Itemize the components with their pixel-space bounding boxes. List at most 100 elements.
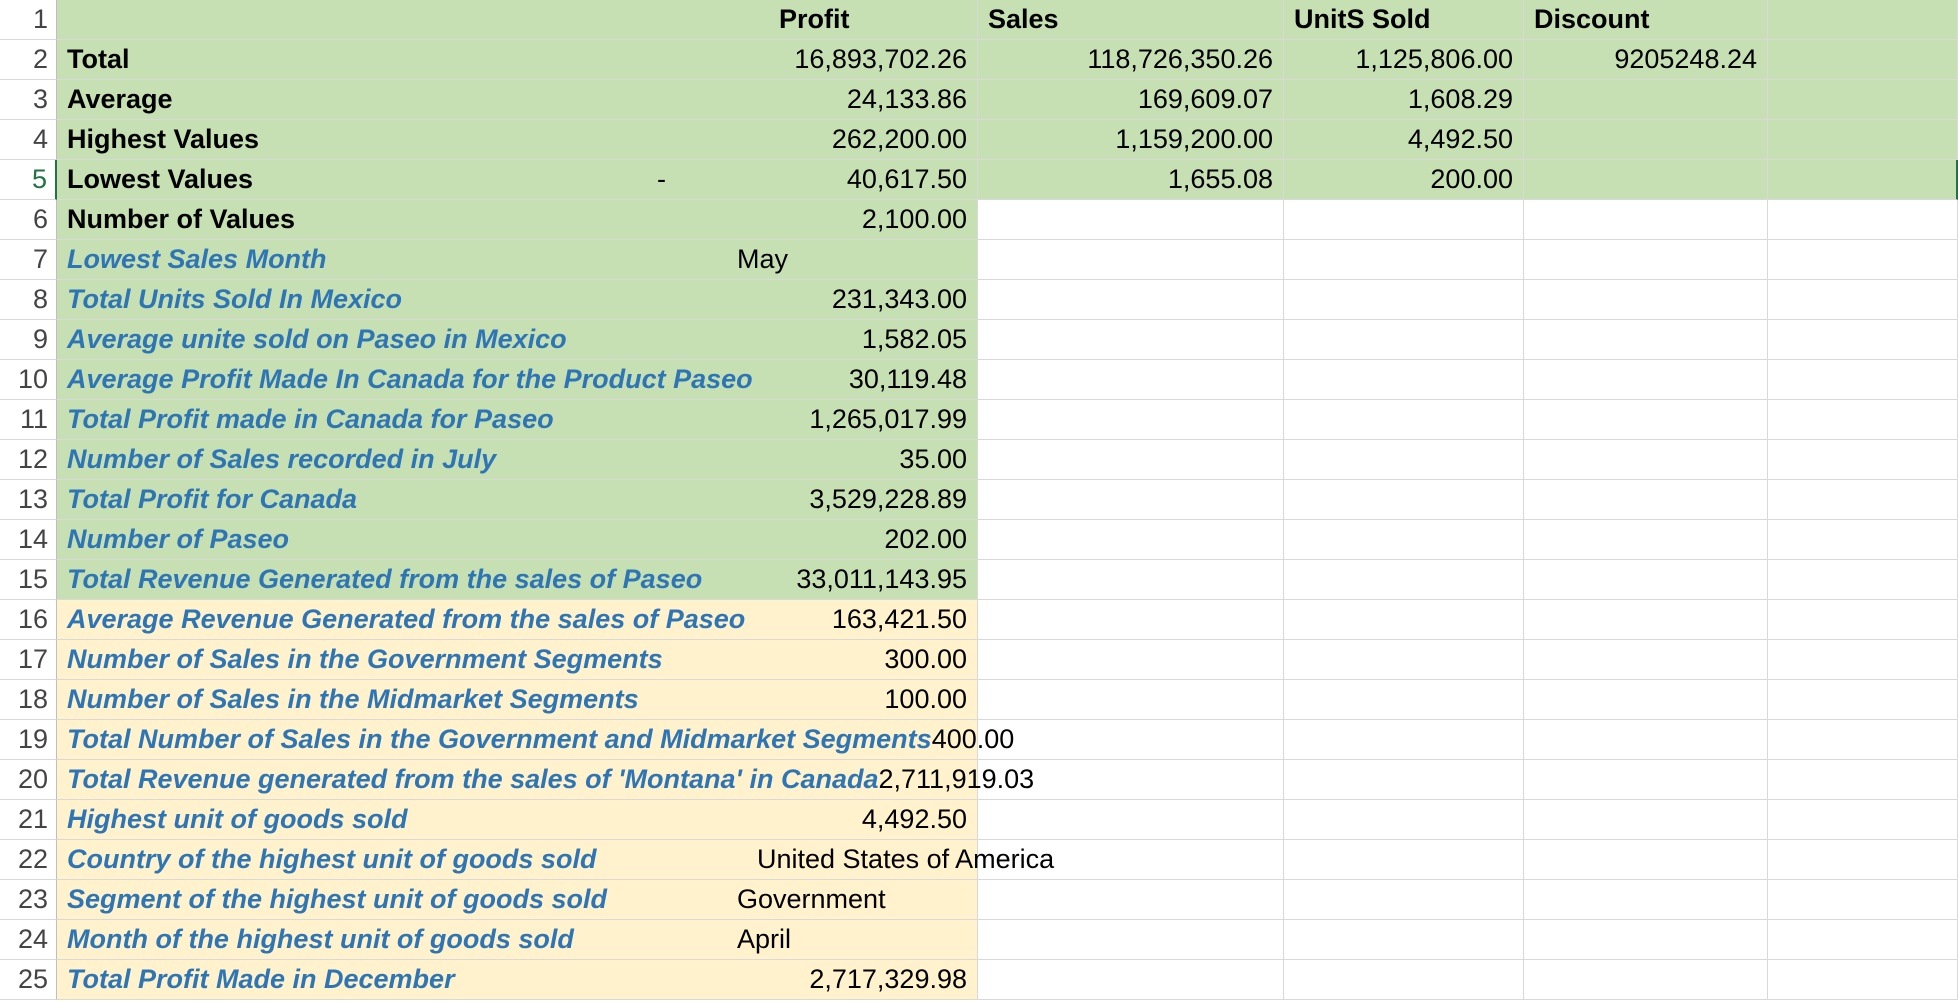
cell-f13[interactable] xyxy=(1768,480,1958,520)
row-header[interactable]: 22 xyxy=(0,840,57,880)
cell-a5[interactable]: Lowest Values - 40,617.50 xyxy=(57,160,978,200)
cell-e24[interactable] xyxy=(1524,920,1768,960)
cell-a13[interactable]: Total Profit for Canada 3,529,228.89 xyxy=(57,480,978,520)
cell-c19[interactable] xyxy=(978,720,1284,760)
cell-d13[interactable] xyxy=(1284,480,1524,520)
row-header[interactable]: 1 xyxy=(0,0,57,40)
cell-a14[interactable]: Number of Paseo 202.00 xyxy=(57,520,978,560)
cell-d24[interactable] xyxy=(1284,920,1524,960)
cell-d23[interactable] xyxy=(1284,880,1524,920)
row-header[interactable]: 13 xyxy=(0,480,57,520)
cell-f22[interactable] xyxy=(1768,840,1958,880)
cell-f11[interactable] xyxy=(1768,400,1958,440)
cell-c5[interactable]: 1,655.08 xyxy=(978,160,1284,200)
row-header-active[interactable]: 5 xyxy=(0,160,57,200)
row-header[interactable]: 24 xyxy=(0,920,57,960)
cell-a10[interactable]: Average Profit Made In Canada for the Pr… xyxy=(57,360,978,400)
row-header[interactable]: 23 xyxy=(0,880,57,920)
cell-e8[interactable] xyxy=(1524,280,1768,320)
cell-e11[interactable] xyxy=(1524,400,1768,440)
cell-e19[interactable] xyxy=(1524,720,1768,760)
cell-a7[interactable]: Lowest Sales Month May xyxy=(57,240,978,280)
cell-f2[interactable] xyxy=(1768,40,1958,80)
cell-e2[interactable]: 9205248.24 xyxy=(1524,40,1768,80)
cell-e6[interactable] xyxy=(1524,200,1768,240)
cell-a21[interactable]: Highest unit of goods sold 4,492.50 xyxy=(57,800,978,840)
cell-c3[interactable]: 169,609.07 xyxy=(978,80,1284,120)
row-header[interactable]: 6 xyxy=(0,200,57,240)
cell-d1[interactable]: UnitS Sold xyxy=(1284,0,1524,40)
row-header[interactable]: 18 xyxy=(0,680,57,720)
cell-c24[interactable] xyxy=(978,920,1284,960)
cell-c21[interactable] xyxy=(978,800,1284,840)
row-header[interactable]: 15 xyxy=(0,560,57,600)
cell-c25[interactable] xyxy=(978,960,1284,1000)
cell-a18[interactable]: Number of Sales in the Midmarket Segment… xyxy=(57,680,978,720)
cell-f3[interactable] xyxy=(1768,80,1958,120)
cell-c13[interactable] xyxy=(978,480,1284,520)
row-header[interactable]: 9 xyxy=(0,320,57,360)
cell-a1[interactable]: Profit xyxy=(57,0,978,40)
cell-e25[interactable] xyxy=(1524,960,1768,1000)
cell-e9[interactable] xyxy=(1524,320,1768,360)
row-header[interactable]: 25 xyxy=(0,960,57,1000)
cell-d25[interactable] xyxy=(1284,960,1524,1000)
row-header[interactable]: 3 xyxy=(0,80,57,120)
cell-c11[interactable] xyxy=(978,400,1284,440)
cell-d22[interactable] xyxy=(1284,840,1524,880)
cell-a9[interactable]: Average unite sold on Paseo in Mexico 1,5… xyxy=(57,320,978,360)
cell-f7[interactable] xyxy=(1768,240,1958,280)
cell-c14[interactable] xyxy=(978,520,1284,560)
row-header[interactable]: 10 xyxy=(0,360,57,400)
row-header[interactable]: 16 xyxy=(0,600,57,640)
cell-d7[interactable] xyxy=(1284,240,1524,280)
row-header[interactable]: 19 xyxy=(0,720,57,760)
cell-f6[interactable] xyxy=(1768,200,1958,240)
cell-e5[interactable] xyxy=(1524,160,1768,200)
cell-d4[interactable]: 4,492.50 xyxy=(1284,120,1524,160)
cell-a24[interactable]: Month of the highest unit of goods sold A… xyxy=(57,920,978,960)
cell-d8[interactable] xyxy=(1284,280,1524,320)
cell-a11[interactable]: Total Profit made in Canada for Paseo 1,2… xyxy=(57,400,978,440)
cell-d12[interactable] xyxy=(1284,440,1524,480)
cell-d11[interactable] xyxy=(1284,400,1524,440)
cell-d5[interactable]: 200.00 xyxy=(1284,160,1524,200)
cell-f10[interactable] xyxy=(1768,360,1958,400)
cell-a17[interactable]: Number of Sales in the Government Segmen… xyxy=(57,640,978,680)
cell-e1[interactable]: Discount xyxy=(1524,0,1768,40)
cell-e23[interactable] xyxy=(1524,880,1768,920)
cell-f15[interactable] xyxy=(1768,560,1958,600)
row-header[interactable]: 4 xyxy=(0,120,57,160)
cell-f21[interactable] xyxy=(1768,800,1958,840)
cell-e10[interactable] xyxy=(1524,360,1768,400)
cell-e3[interactable] xyxy=(1524,80,1768,120)
cell-e7[interactable] xyxy=(1524,240,1768,280)
cell-a20[interactable]: Total Revenue generated from the sales o… xyxy=(57,760,1034,800)
cell-e4[interactable] xyxy=(1524,120,1768,160)
cell-e15[interactable] xyxy=(1524,560,1768,600)
row-header[interactable]: 12 xyxy=(0,440,57,480)
cell-f16[interactable] xyxy=(1768,600,1958,640)
cell-a3[interactable]: Average 24,133.86 xyxy=(57,80,978,120)
cell-d6[interactable] xyxy=(1284,200,1524,240)
cell-d17[interactable] xyxy=(1284,640,1524,680)
cell-f12[interactable] xyxy=(1768,440,1958,480)
cell-f17[interactable] xyxy=(1768,640,1958,680)
cell-e13[interactable] xyxy=(1524,480,1768,520)
cell-f23[interactable] xyxy=(1768,880,1958,920)
cell-e18[interactable] xyxy=(1524,680,1768,720)
cell-c8[interactable] xyxy=(978,280,1284,320)
cell-c18[interactable] xyxy=(978,680,1284,720)
cell-a6[interactable]: Number of Values 2,100.00 xyxy=(57,200,978,240)
cell-d20[interactable] xyxy=(1284,760,1524,800)
cell-f18[interactable] xyxy=(1768,680,1958,720)
cell-a8[interactable]: Total Units Sold In Mexico 231,343.00 xyxy=(57,280,978,320)
cell-c1[interactable]: Sales xyxy=(978,0,1284,40)
cell-f20[interactable] xyxy=(1768,760,1958,800)
cell-a23[interactable]: Segment of the highest unit of goods sol… xyxy=(57,880,978,920)
cell-c20[interactable] xyxy=(978,760,1284,800)
row-header[interactable]: 7 xyxy=(0,240,57,280)
cell-c15[interactable] xyxy=(978,560,1284,600)
cell-f25[interactable] xyxy=(1768,960,1958,1000)
cell-c17[interactable] xyxy=(978,640,1284,680)
